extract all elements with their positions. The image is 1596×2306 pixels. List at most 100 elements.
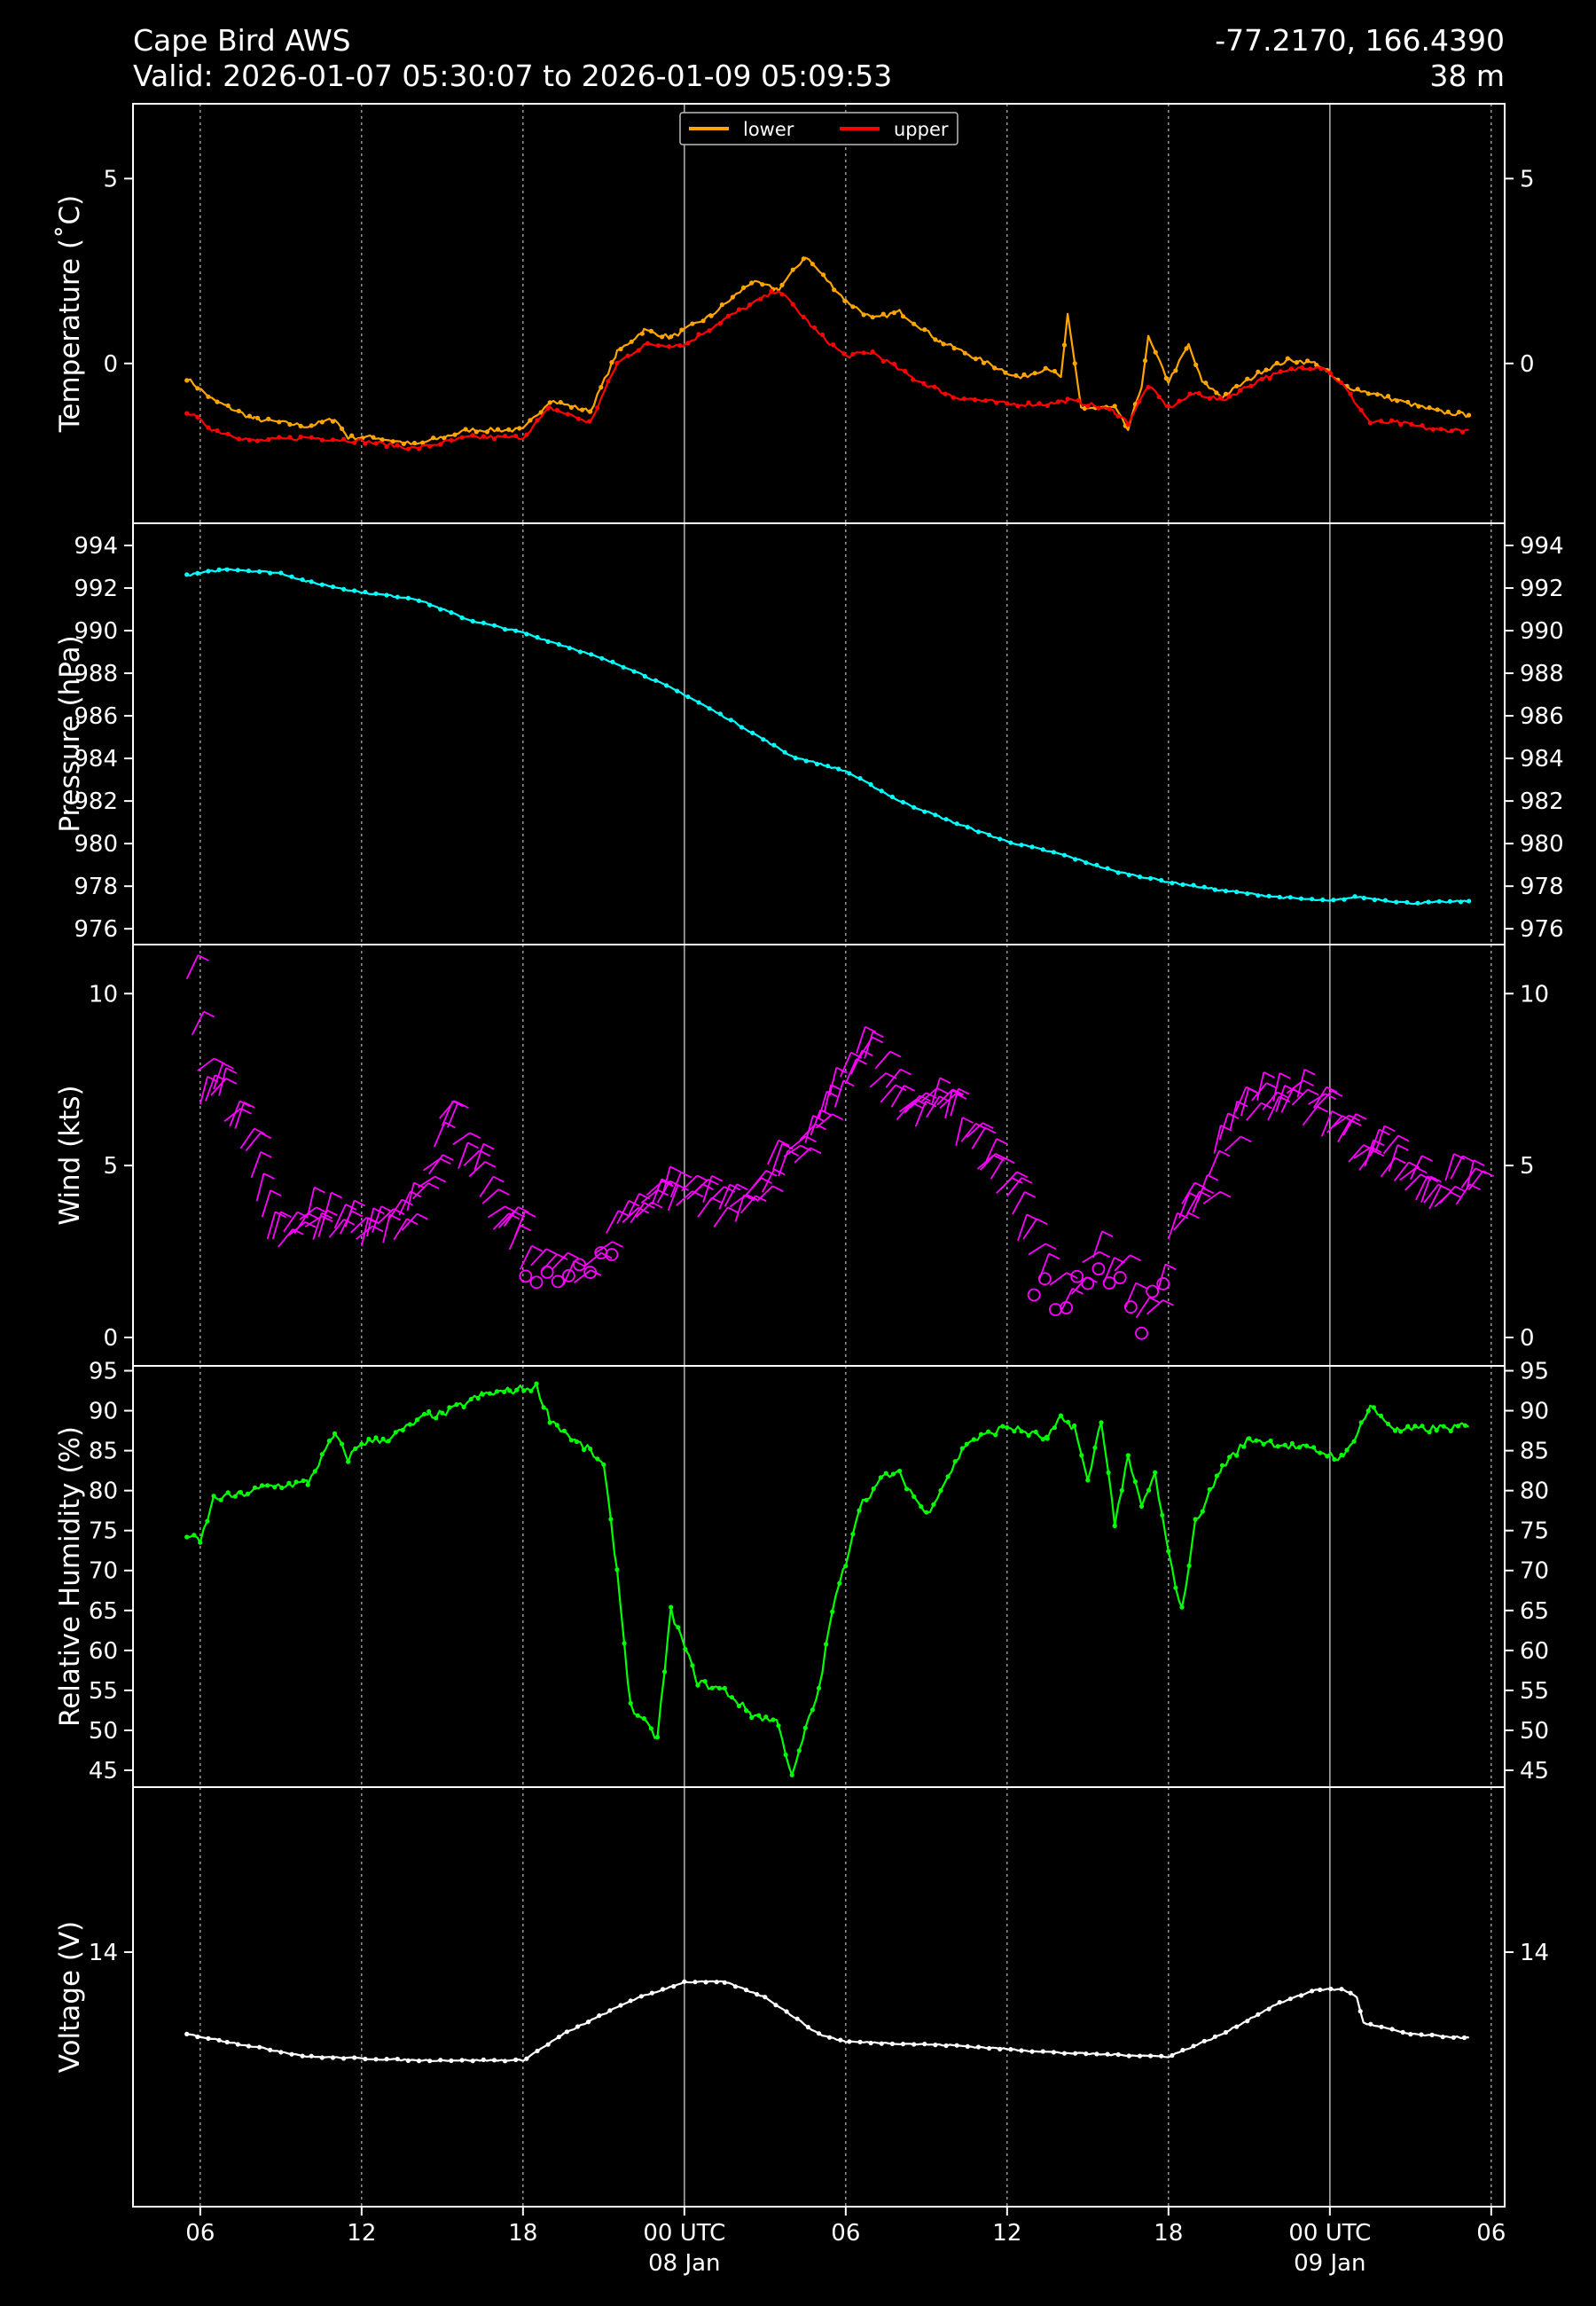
series-point-temperature bbox=[1386, 394, 1391, 399]
series-point-temperature bbox=[629, 339, 634, 344]
series-point-temperature bbox=[401, 441, 406, 446]
series-point-temperature bbox=[225, 403, 231, 408]
series-point-temperature bbox=[1214, 390, 1219, 396]
wind-barb-flag bbox=[1016, 1171, 1029, 1179]
wind-barb-flag bbox=[1303, 1079, 1315, 1087]
series-point-humidity bbox=[729, 1695, 735, 1700]
series-point-temperature bbox=[1308, 366, 1313, 372]
axes-frame-wind bbox=[132, 944, 1506, 1367]
series-point-pressure bbox=[1008, 840, 1013, 845]
series-point-temperature bbox=[215, 428, 220, 434]
series-point-pressure bbox=[1245, 891, 1250, 897]
axes-frame-pressure bbox=[132, 522, 1506, 945]
wind-barb-flag bbox=[1048, 1252, 1060, 1260]
series-point-humidity bbox=[1339, 1452, 1344, 1458]
series-point-humidity bbox=[722, 1685, 727, 1690]
series-point-temperature bbox=[1367, 420, 1373, 426]
series-point-voltage bbox=[1408, 2032, 1413, 2037]
series-point-temperature bbox=[758, 296, 763, 302]
wind-barb bbox=[926, 1095, 941, 1118]
series-point-humidity bbox=[850, 1532, 856, 1537]
wind-barb bbox=[401, 1212, 419, 1231]
series-point-temperature bbox=[941, 341, 946, 347]
series-point-temperature bbox=[473, 429, 479, 435]
series-point-humidity bbox=[426, 1408, 432, 1415]
series-point-temperature bbox=[667, 344, 672, 349]
series-point-pressure bbox=[782, 749, 787, 755]
series-point-pressure bbox=[653, 678, 659, 683]
series-point-pressure bbox=[257, 569, 262, 575]
wind-barb bbox=[869, 1072, 887, 1088]
ytick-label-left-pressure-8: 992 bbox=[74, 576, 118, 602]
series-point-temperature bbox=[719, 302, 724, 308]
series-point-temperature bbox=[588, 409, 593, 414]
series-point-humidity bbox=[568, 1438, 575, 1443]
ytick-label-left-pressure-6: 988 bbox=[74, 661, 118, 687]
series-point-voltage bbox=[714, 1980, 719, 1985]
wind-barb-flag bbox=[761, 1177, 772, 1184]
wind-barb-flag bbox=[254, 1127, 266, 1135]
series-point-pressure bbox=[1201, 884, 1207, 890]
ytick-label-right-humidity-5: 70 bbox=[1520, 1558, 1549, 1585]
series-point-pressure bbox=[1051, 850, 1056, 855]
series-point-temperature bbox=[1427, 405, 1432, 411]
wind-barb bbox=[939, 1093, 957, 1109]
wind-barb bbox=[1240, 1088, 1250, 1117]
series-point-pressure bbox=[1115, 870, 1121, 875]
series-point-temperature bbox=[981, 360, 987, 365]
wind-barb-flag bbox=[467, 1141, 479, 1149]
wind-barb bbox=[584, 1251, 602, 1267]
series-point-temperature bbox=[390, 439, 395, 444]
wind-barb bbox=[1388, 1144, 1399, 1173]
series-point-temperature bbox=[1234, 383, 1240, 388]
wind-barb-flag bbox=[1453, 1153, 1466, 1160]
wind-barb-flag bbox=[996, 1138, 1008, 1145]
wind-barb bbox=[914, 1101, 927, 1127]
wind-barb-flag bbox=[1397, 1134, 1410, 1142]
series-point-humidity bbox=[211, 1494, 216, 1499]
ytick-label-left-temperature-0: 0 bbox=[103, 351, 118, 378]
wind-barb-flag bbox=[958, 1087, 970, 1095]
series-point-humidity bbox=[272, 1485, 278, 1490]
series-point-humidity bbox=[468, 1397, 473, 1402]
ytick-label-right-humidity-10: 95 bbox=[1520, 1359, 1549, 1385]
wind-barb-flag bbox=[1415, 1166, 1428, 1174]
series-point-humidity bbox=[1261, 1441, 1266, 1447]
series-point-temperature bbox=[679, 327, 685, 333]
series-point-humidity bbox=[1282, 1442, 1287, 1447]
series-point-humidity bbox=[904, 1486, 910, 1492]
series-point-voltage bbox=[524, 2056, 529, 2061]
wind-barb-flag bbox=[819, 1109, 832, 1117]
series-point-voltage bbox=[416, 2059, 422, 2064]
series-point-voltage bbox=[618, 2003, 623, 2008]
series-point-pressure bbox=[1029, 844, 1035, 850]
series-point-voltage bbox=[755, 1992, 760, 1997]
station-elevation: 38 m bbox=[1429, 59, 1505, 93]
series-point-pressure bbox=[750, 730, 755, 736]
series-point-pressure bbox=[642, 673, 647, 679]
wind-barb-flag bbox=[504, 1205, 516, 1213]
series-point-pressure bbox=[1094, 862, 1099, 867]
series-point-voltage bbox=[1212, 2034, 1217, 2039]
series-point-pressure bbox=[1342, 897, 1347, 902]
wind-barb bbox=[1312, 1086, 1327, 1109]
axes-frame-humidity bbox=[132, 1365, 1506, 1788]
legend-label-lower: lower bbox=[743, 119, 794, 140]
series-point-humidity bbox=[614, 1567, 620, 1573]
wind-barb-flag bbox=[680, 1171, 692, 1179]
series-point-voltage bbox=[1234, 2024, 1240, 2029]
wind-barb-flag bbox=[1331, 1110, 1343, 1118]
series-point-pressure bbox=[1256, 893, 1261, 898]
series-point-humidity bbox=[945, 1474, 951, 1479]
series-point-humidity bbox=[286, 1480, 292, 1486]
wind-barb-flag bbox=[427, 1182, 440, 1189]
series-point-humidity bbox=[447, 1405, 452, 1410]
xtick-sublabel-7: 09 Jan bbox=[1294, 2250, 1365, 2277]
series-point-pressure bbox=[1084, 860, 1089, 866]
wind-barb-flag bbox=[800, 1144, 812, 1152]
series-point-humidity bbox=[279, 1485, 285, 1491]
series-point-humidity bbox=[1207, 1486, 1212, 1492]
series-point-humidity bbox=[890, 1471, 896, 1477]
series-point-pressure bbox=[524, 631, 529, 637]
series-point-pressure bbox=[481, 620, 486, 625]
